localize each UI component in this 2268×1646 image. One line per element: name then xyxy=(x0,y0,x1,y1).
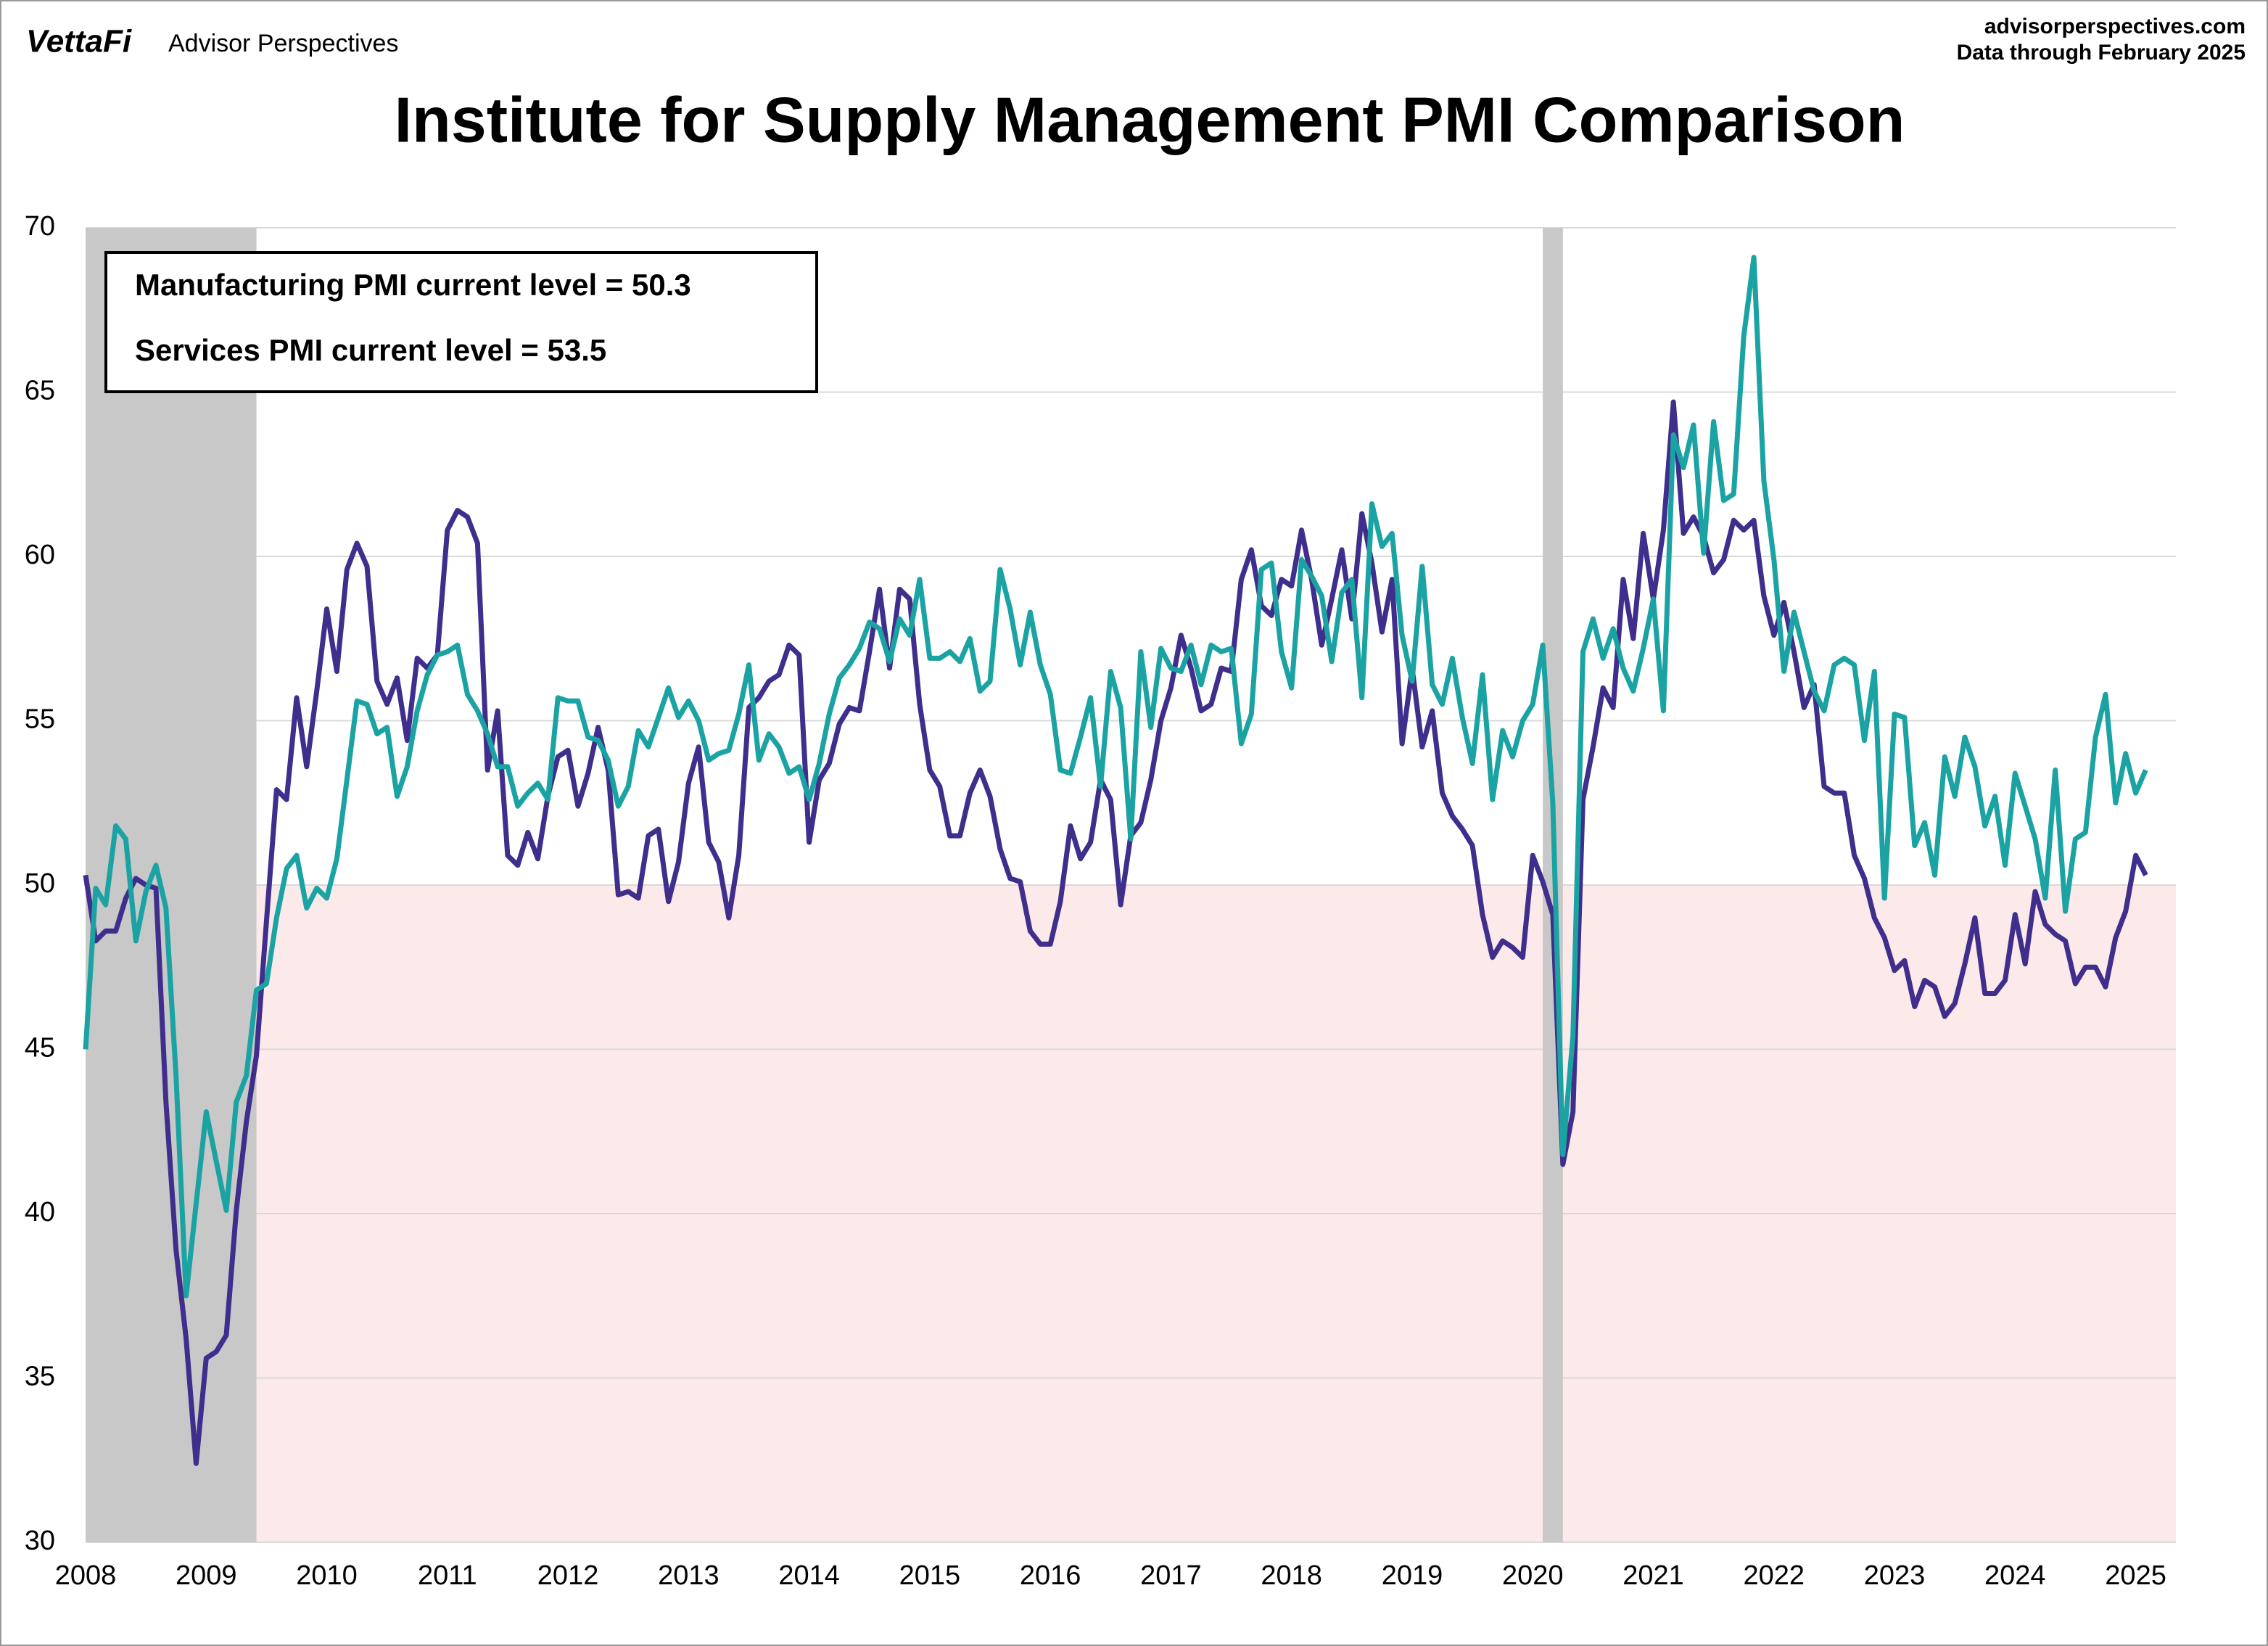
y-tick-label: 45 xyxy=(25,1033,55,1063)
y-tick-label: 50 xyxy=(25,868,55,899)
annotation: Manufacturing PMI current level = 50.3 xyxy=(135,268,691,302)
x-tick-label: 2020 xyxy=(1502,1560,1564,1591)
x-tick-label: 2022 xyxy=(1743,1560,1805,1591)
x-tick-label: 2009 xyxy=(176,1560,237,1591)
brand: VettaFi xyxy=(26,24,132,59)
recession-band xyxy=(86,228,257,1542)
x-tick-label: 2024 xyxy=(1984,1560,2046,1591)
x-tick-label: 2021 xyxy=(1622,1560,1684,1591)
plot-area: 30 35 40 45 50 55 60 65 70 2008 2009 2010 2011 2012 20… xyxy=(25,211,2176,1591)
x-tick-label: 2014 xyxy=(778,1560,840,1591)
x-tick-label: 2010 xyxy=(296,1560,358,1591)
y-tick-label: 55 xyxy=(25,704,55,735)
y-tick-label: 40 xyxy=(25,1197,55,1227)
x-tick-label: 2025 xyxy=(2105,1560,2166,1591)
x-tick-label: 2016 xyxy=(1020,1560,1081,1591)
annotation-box xyxy=(104,251,818,393)
data-note: Data through February 2025 xyxy=(1957,41,2246,65)
x-tick-label: 2008 xyxy=(55,1560,117,1591)
y-tick-label: 30 xyxy=(25,1526,55,1556)
x-tick-label: 2013 xyxy=(658,1560,719,1591)
y-tick-label: 65 xyxy=(25,376,55,406)
x-tick-label: 2023 xyxy=(1864,1560,1926,1591)
annotation: Services PMI current level = 53.5 xyxy=(135,333,606,367)
x-tick-label: 2012 xyxy=(537,1560,599,1591)
y-tick-label: 35 xyxy=(25,1362,55,1392)
x-tick-label: 2018 xyxy=(1261,1560,1322,1591)
y-tick-label: 60 xyxy=(25,540,55,570)
x-tick-label: 2017 xyxy=(1140,1560,1202,1591)
series-line xyxy=(83,255,2148,1299)
y-tick-label: 70 xyxy=(25,211,55,242)
source: advisorperspectives.com xyxy=(1984,15,2246,38)
x-tick-label: 2019 xyxy=(1382,1560,1443,1591)
x-tick-label: 2015 xyxy=(899,1560,961,1591)
brand-sub: Advisor Perspectives xyxy=(168,30,398,57)
chart-title: Institute for Supply Management PMI Comp… xyxy=(395,83,1905,155)
x-tick-label: 2011 xyxy=(418,1560,477,1591)
